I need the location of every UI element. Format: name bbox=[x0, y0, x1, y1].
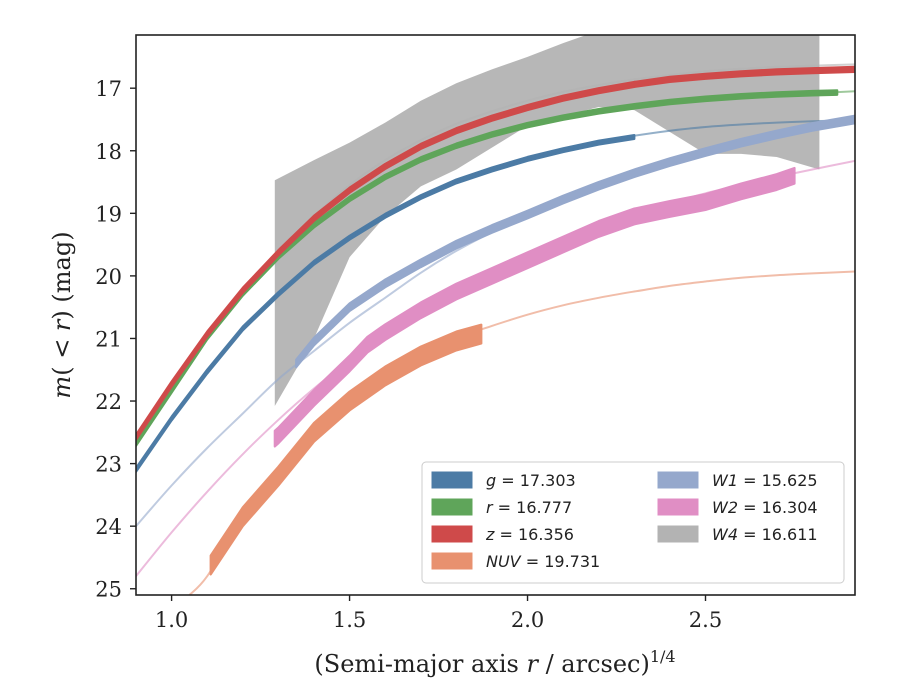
legend-swatch-w2 bbox=[657, 498, 699, 516]
legend: g = 17.303 r = 16.777 z = 16.356 NUV = 19.7… bbox=[421, 461, 845, 584]
x-axis-label: (Semi-major axis r / arcsec)1/4 bbox=[314, 647, 675, 678]
y-tick-label: 23 bbox=[95, 453, 122, 477]
y-tick-label: 25 bbox=[95, 578, 122, 602]
y-axis-label: m( < r) (mag) bbox=[48, 231, 76, 398]
legend-label-z: z = 16.356 bbox=[485, 525, 574, 544]
series-r-band bbox=[136, 89, 839, 447]
plot-frame bbox=[135, 34, 856, 596]
y-tick-label: 21 bbox=[95, 327, 122, 351]
legend-swatch-w1 bbox=[657, 471, 699, 489]
legend-label-nuv: NUV = 19.731 bbox=[486, 552, 600, 571]
x-tick-label: 1.0 bbox=[155, 608, 188, 632]
y-tick-label: 18 bbox=[95, 140, 122, 164]
y-tick-label: 17 bbox=[95, 77, 122, 101]
x-tick-label: 2.0 bbox=[511, 608, 544, 632]
legend-label-r: r = 16.777 bbox=[486, 498, 572, 517]
y-tick-label: 22 bbox=[95, 390, 122, 414]
series-w2-band bbox=[273, 166, 796, 448]
series-w1-band bbox=[295, 114, 855, 369]
series-w4-band bbox=[274, 35, 820, 406]
y-tick-label: 24 bbox=[95, 515, 122, 539]
series-nuv-band bbox=[209, 323, 483, 576]
legend-swatch-z bbox=[431, 525, 473, 543]
legend-label-g: g = 17.303 bbox=[486, 471, 576, 490]
series-g-band bbox=[136, 134, 636, 473]
x-tick-label: 2.5 bbox=[689, 608, 722, 632]
legend-label-w1: W1 = 15.625 bbox=[712, 471, 818, 490]
legend-swatch-g bbox=[431, 471, 473, 489]
x-tick-label: 1.5 bbox=[333, 608, 366, 632]
legend-box bbox=[421, 461, 845, 584]
legend-label-w2: W2 = 16.304 bbox=[712, 498, 818, 517]
legend-swatch-nuv bbox=[431, 552, 473, 570]
legend-swatch-r bbox=[431, 498, 473, 516]
y-tick-label: 19 bbox=[95, 202, 122, 226]
series-w4-model-line bbox=[274, 63, 855, 258]
legend-label-w4: W4 = 16.611 bbox=[712, 525, 818, 544]
legend-swatch-w4 bbox=[657, 525, 699, 543]
y-tick-label: 20 bbox=[95, 265, 122, 289]
series-z-band bbox=[136, 65, 855, 441]
